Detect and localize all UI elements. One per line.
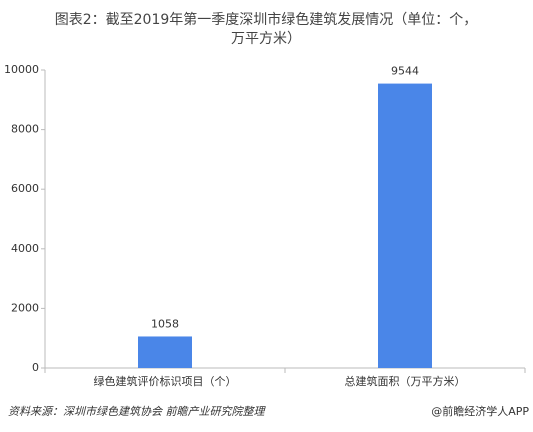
credit: @前瞻经济学人APP <box>431 404 529 418</box>
chart-title: 万平方米） <box>231 31 301 47</box>
y-tick-label: 6000 <box>11 182 39 195</box>
y-tick-label: 0 <box>32 361 39 374</box>
y-tick-label: 10000 <box>4 63 39 76</box>
y-tick-label: 2000 <box>11 301 39 314</box>
x-tick-label: 总建筑面积（万平方米） <box>345 374 466 388</box>
data-label: 9544 <box>391 65 419 78</box>
y-tick-label: 8000 <box>11 123 39 136</box>
source-note: 资料来源：深圳市绿色建筑协会 前瞻产业研究院整理 <box>8 405 266 418</box>
bar <box>138 336 192 368</box>
chart-title: 图表2：截至2019年第一季度深圳市绿色建筑发展情况（单位：个， <box>55 11 478 28</box>
bar <box>378 83 432 368</box>
y-tick-label: 4000 <box>11 242 39 255</box>
data-label: 1058 <box>151 317 179 330</box>
x-tick-label: 绿色建筑评价标识项目（个） <box>94 374 237 388</box>
